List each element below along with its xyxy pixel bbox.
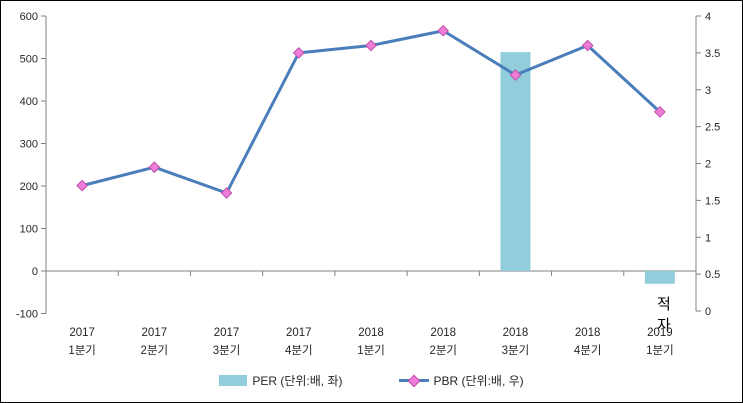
pbr-marker: [292, 46, 305, 59]
left-axis-tick-label: 100: [20, 224, 38, 236]
x-axis-category-quarter: 3분기: [213, 344, 241, 357]
x-axis-category-quarter: 1분기: [68, 344, 96, 357]
legend-item-per: PER (단위:배, 좌): [219, 372, 343, 389]
per-legend-label: PER (단위:배, 좌): [252, 374, 343, 388]
x-axis-category-quarter: 4분기: [574, 344, 602, 357]
left-axis-tick-label: 0: [32, 266, 38, 278]
x-axis-category-quarter: 1분기: [357, 344, 385, 357]
left-axis-tick-label: 500: [20, 54, 38, 66]
left-axis-tick-label: 300: [20, 139, 38, 151]
per-bar-label: 자: [657, 317, 671, 334]
x-axis-category-year: 2017: [142, 327, 168, 339]
x-axis-category-quarter: 2분기: [429, 344, 457, 357]
right-axis-tick-label: 3.5: [705, 48, 720, 60]
x-axis-category-year: 2018: [358, 327, 384, 339]
legend-item-pbr: PBR (단위:배, 우): [398, 372, 524, 389]
pbr-line: [80, 29, 662, 195]
left-axis-tick-label: 200: [20, 181, 38, 193]
left-axis-tick-label: -100: [16, 309, 38, 321]
x-axis-category-quarter: 4분기: [285, 344, 313, 357]
pbr-marker: [581, 39, 594, 52]
right-axis-tick-label: 1: [705, 232, 711, 244]
pbr-legend-diamond-icon: [407, 374, 420, 387]
x-axis-category-quarter: 2분기: [141, 344, 169, 357]
right-axis-tick-label: 2.5: [705, 122, 720, 134]
pbr-marker: [653, 105, 666, 118]
right-axis-tick-label: 0: [705, 306, 711, 318]
x-axis-category-year: 2019: [647, 327, 673, 339]
right-axis-tick-label: 2: [705, 159, 711, 171]
pbr-marker: [437, 24, 450, 37]
x-axis-category-year: 2017: [214, 327, 240, 339]
left-axis-tick-label: 400: [20, 96, 38, 108]
x-axis-category-year: 2017: [286, 327, 312, 339]
pbr-marker: [76, 179, 89, 192]
x-axis-category-year: 2018: [430, 327, 456, 339]
per-bar: [644, 271, 675, 284]
per-legend-swatch: [219, 375, 248, 386]
right-axis-tick-label: 4: [705, 11, 711, 23]
pbr-marker: [509, 69, 522, 81]
pbr-marker: [148, 161, 161, 174]
x-axis-category-quarter: 1분기: [646, 344, 674, 357]
x-axis-category-year: 2018: [503, 327, 529, 339]
x-axis-category-year: 2017: [69, 327, 95, 339]
per-bar: [500, 52, 531, 271]
chart-legend: PER (단위:배, 좌) PBR (단위:배, 우): [1, 372, 742, 389]
pbr-legend-label: PBR (단위:배, 우): [433, 374, 524, 388]
x-axis-category-year: 2018: [575, 327, 601, 339]
x-axis-category-quarter: 3분기: [502, 344, 530, 357]
right-axis-tick-label: 1.5: [705, 195, 720, 207]
left-axis-tick-label: 600: [20, 11, 38, 23]
pbr-marker: [365, 39, 377, 52]
per-bar-label: 적: [657, 296, 671, 313]
right-axis-tick-label: 0.5: [705, 269, 720, 281]
pbr-legend-swatch: [398, 374, 429, 387]
right-axis-tick-label: 3: [705, 85, 711, 97]
pbr-marker: [220, 187, 233, 199]
